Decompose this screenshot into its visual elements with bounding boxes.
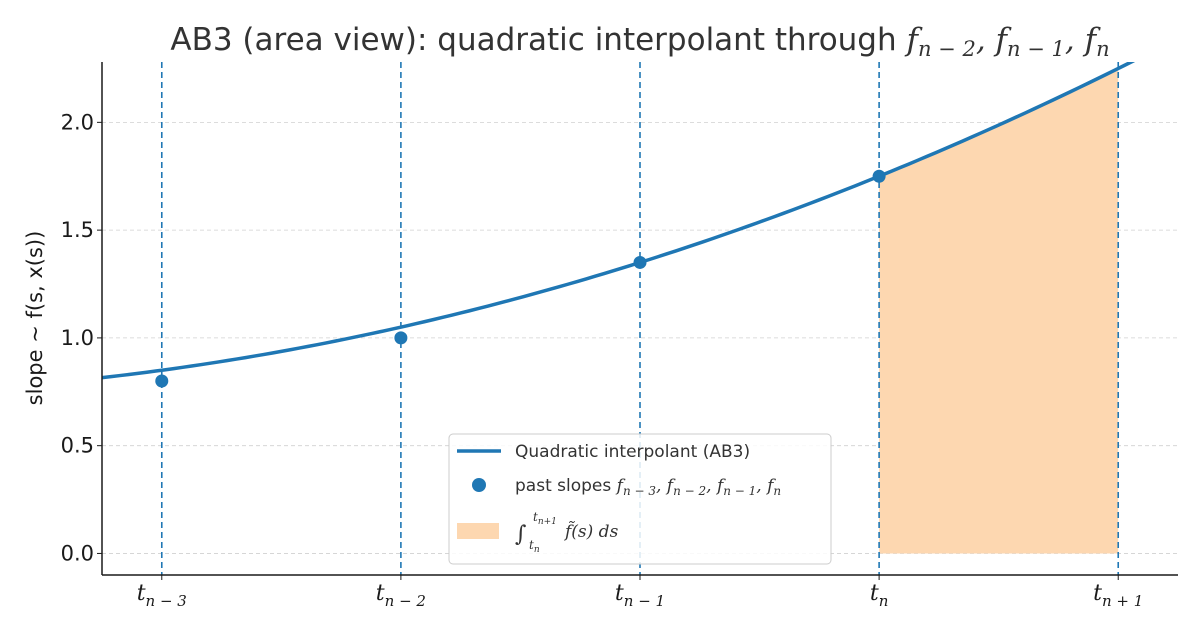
series-layer xyxy=(102,62,1136,388)
svg-text:tn: tn xyxy=(529,538,540,555)
legend: Quadratic interpolant (AB3) past slopes … xyxy=(448,433,832,565)
legend-entry-integral: ∫ tn+1 tn f̃(s) ds xyxy=(515,510,619,555)
title-math-1: fn − 2, xyxy=(905,22,996,61)
integral-area xyxy=(879,68,1119,554)
svg-text:tn+1: tn+1 xyxy=(533,510,557,527)
past-slope-point-3 xyxy=(872,169,886,183)
past-slope-point-1 xyxy=(394,331,408,345)
x-tick-label-1: tn − 2 xyxy=(376,581,426,610)
x-tick-label-3: tn xyxy=(870,581,889,610)
y-tick-label-4: 2.0 xyxy=(61,110,94,134)
x-tick-label-4: tn + 1 xyxy=(1093,581,1143,610)
x-tick-label-0: tn − 3 xyxy=(137,581,187,610)
title-math-3: fn xyxy=(1083,22,1110,61)
chart-title-text: AB3 (area view): quadratic interpolant t… xyxy=(170,22,906,58)
legend-entry-interpolant: Quadratic interpolant (AB3) xyxy=(515,442,750,462)
area-layer xyxy=(879,68,1119,554)
y-tick-label-1: 0.5 xyxy=(61,434,94,458)
y-tick-label-2: 1.0 xyxy=(61,326,94,350)
legend-box xyxy=(448,433,832,565)
y-tick-label-3: 1.5 xyxy=(61,218,94,242)
past-slope-point-2 xyxy=(633,255,647,269)
legend-area-swatch xyxy=(457,523,499,539)
x-tick-label-2: tn − 1 xyxy=(615,581,665,610)
past-slope-point-0 xyxy=(155,374,169,388)
title-math-2: fn − 1, xyxy=(994,22,1085,61)
y-axis-label: slope ~ f(s, x(s)) xyxy=(23,231,47,406)
legend-dot-swatch xyxy=(472,478,486,492)
svg-text:f̃(s) ds: f̃(s) ds xyxy=(563,521,619,542)
tick-layer: 0.0 0.5 1.0 1.5 2.0 tn − 3 tn − 2 tn − 1 tn tn + … xyxy=(61,110,1144,610)
legend-entry-past-slopes: past slopes fn − 3, fn − 2, fn − 1, fn xyxy=(515,476,781,498)
vline-layer xyxy=(160,62,1120,575)
y-tick-label-0: 0.0 xyxy=(61,541,94,565)
svg-text:∫: ∫ xyxy=(515,522,527,547)
chart-title: AB3 (area view): quadratic interpolant t… xyxy=(170,22,1109,61)
